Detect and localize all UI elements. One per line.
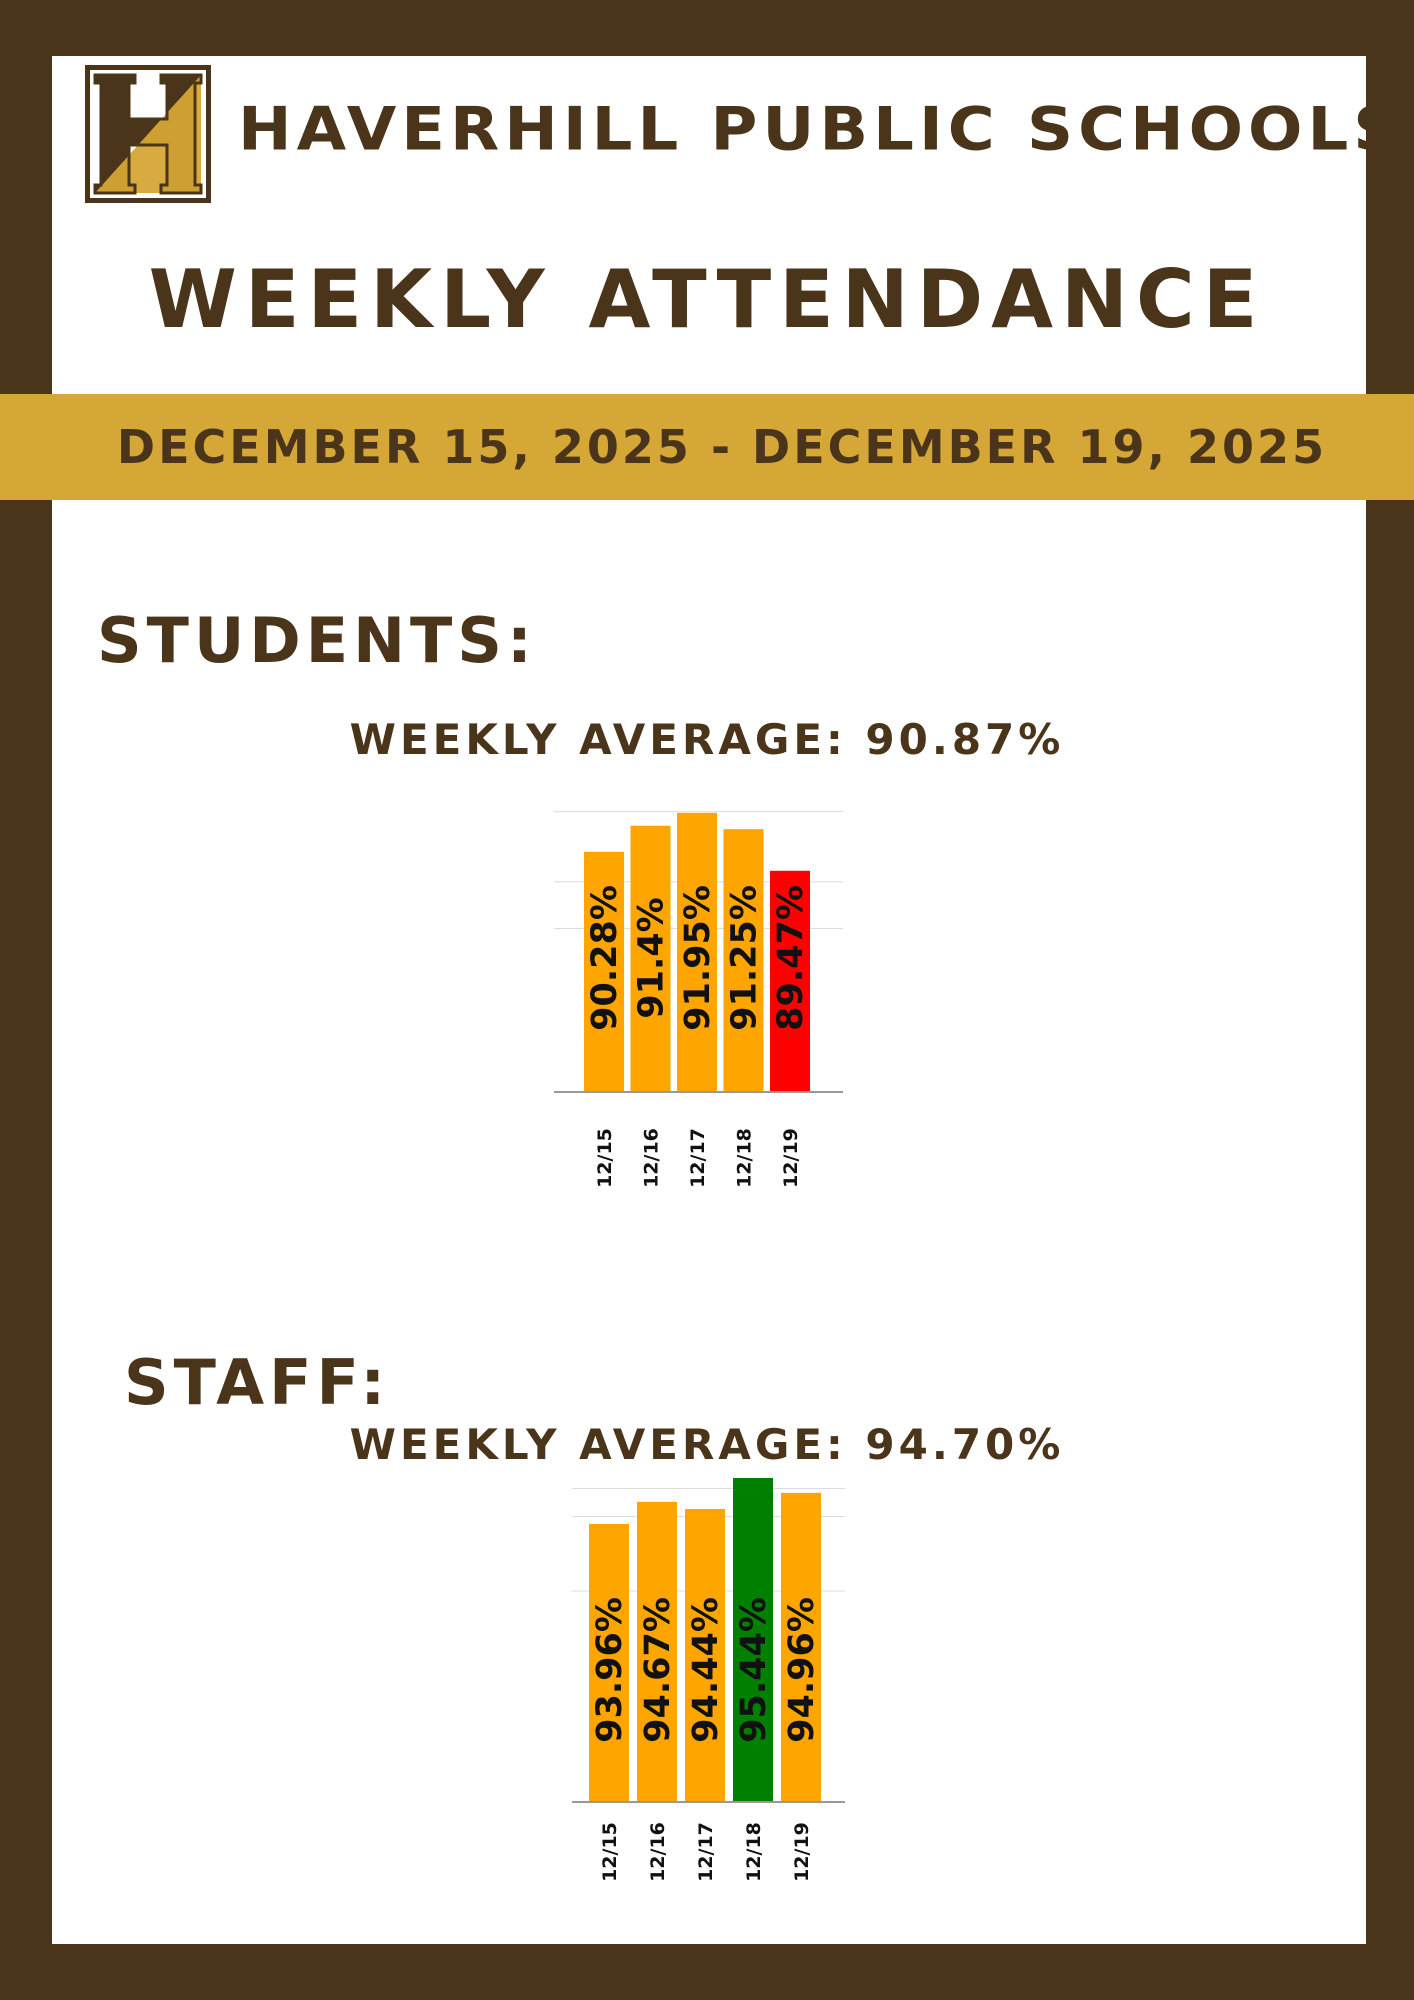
staff-bar	[589, 1523, 629, 1802]
staff-average: WEEKLY AVERAGE: 94.70%	[349, 1420, 1065, 1469]
students-bar	[723, 829, 764, 1092]
students-value-label: 91.4%	[632, 897, 672, 1018]
staff-tick-label: 12/17	[695, 1822, 717, 1882]
staff-bar	[685, 1509, 725, 1802]
students-bar	[584, 851, 624, 1092]
staff-bar	[781, 1492, 821, 1802]
staff-tick-label: 12/15	[599, 1822, 621, 1882]
staff-tick-label: 12/19	[791, 1822, 813, 1882]
school-logo-icon	[85, 65, 211, 203]
students-value-label: 89.47%	[771, 885, 811, 1031]
students-tick-label: 12/18	[734, 1128, 756, 1188]
staff-bar	[733, 1477, 773, 1802]
staff-tick-label: 12/16	[647, 1822, 669, 1882]
students-bar	[677, 812, 717, 1092]
students-value-label: 90.28%	[585, 885, 625, 1031]
students-tick-label: 12/15	[594, 1128, 616, 1188]
staff-value-label: 93.96%	[590, 1597, 630, 1743]
school-name: HAVERHILL PUBLIC SCHOOLS	[238, 95, 1405, 165]
staff-label: STAFF:	[124, 1346, 391, 1419]
students-tick-label: 12/16	[641, 1128, 663, 1188]
staff-value-label: 95.44%	[734, 1597, 774, 1743]
students-value-label: 91.25%	[725, 885, 765, 1031]
staff-value-label: 94.44%	[686, 1597, 726, 1743]
students-tick-label: 12/19	[780, 1128, 802, 1188]
students-bar	[770, 870, 810, 1092]
students-bar	[630, 825, 671, 1092]
students-tick-label: 12/17	[687, 1128, 709, 1188]
date-range: DECEMBER 15, 2025 - DECEMBER 19, 2025	[116, 420, 1328, 474]
students-average: WEEKLY AVERAGE: 90.87%	[349, 715, 1065, 764]
staff-tick-label: 12/18	[743, 1822, 765, 1882]
staff-value-label: 94.96%	[782, 1597, 822, 1743]
date-band	[0, 394, 1414, 500]
staff-value-label: 94.67%	[638, 1597, 678, 1743]
students-value-label: 91.95%	[678, 885, 718, 1031]
staff-bar	[637, 1501, 677, 1802]
page-title: WEEKLY ATTENDANCE	[148, 253, 1266, 346]
students-label: STUDENTS:	[97, 604, 537, 677]
